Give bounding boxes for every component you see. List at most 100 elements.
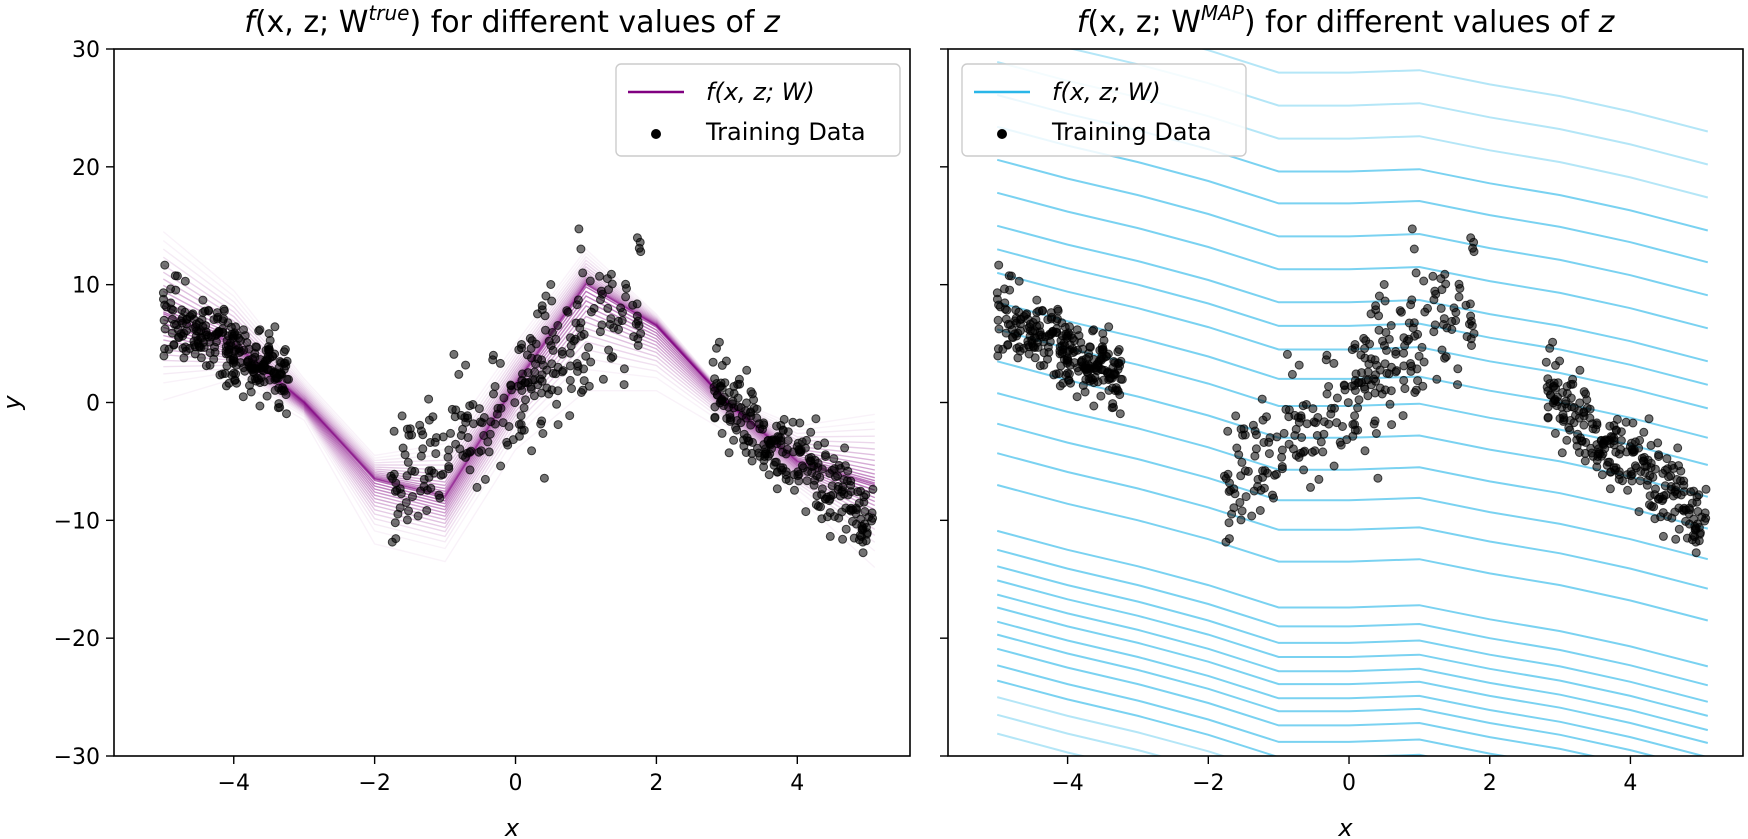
training-point (619, 380, 629, 390)
training-point (1555, 414, 1565, 423)
training-point (1057, 341, 1067, 351)
function-curve (996, 647, 1598, 756)
training-point (1439, 314, 1449, 324)
y-tick-label: −20 (54, 627, 100, 652)
training-point (282, 409, 291, 419)
training-point (1224, 518, 1234, 528)
training-point (806, 452, 816, 462)
training-point (1092, 360, 1102, 369)
training-point (573, 366, 582, 376)
training-point (1310, 446, 1320, 456)
training-point (519, 403, 529, 413)
training-point (1645, 491, 1655, 501)
training-point (270, 322, 280, 332)
training-point (1324, 382, 1334, 391)
training-point (223, 318, 233, 328)
training-point (255, 401, 265, 411)
y-tick-label: −30 (54, 745, 100, 770)
function-curve (996, 579, 1709, 717)
training-point (422, 506, 432, 515)
training-point (838, 534, 848, 544)
training-point (729, 435, 739, 445)
training-point (1236, 515, 1246, 525)
function-curve (996, 158, 1709, 297)
training-point (621, 292, 631, 302)
training-point (1612, 414, 1622, 424)
training-point (1220, 471, 1229, 481)
training-point (772, 421, 782, 431)
legend-box (615, 63, 901, 157)
training-point (475, 417, 485, 427)
training-point (1627, 469, 1637, 479)
training-point (619, 364, 629, 374)
training-point (1692, 492, 1702, 502)
x-tick-label: 0 (509, 771, 523, 796)
training-point (228, 355, 238, 365)
training-point (1350, 411, 1360, 421)
x-tick-label: 2 (649, 771, 663, 796)
training-point (798, 463, 808, 473)
training-point (402, 471, 412, 481)
training-point (424, 394, 434, 404)
training-point (1634, 507, 1644, 517)
training-point (1453, 380, 1462, 390)
training-point (1465, 299, 1475, 309)
training-point (830, 472, 840, 482)
training-point (1277, 464, 1287, 474)
training-point (438, 432, 448, 442)
training-point (1263, 468, 1272, 478)
training-point (222, 361, 232, 371)
training-point (1063, 346, 1073, 356)
function-curve (996, 548, 1709, 687)
chart-title: f(x, z; WMAP) for different values of z (1077, 1, 1616, 40)
training-point (553, 321, 563, 330)
training-point (485, 429, 495, 439)
training-point (714, 337, 724, 347)
training-point (1592, 440, 1602, 450)
training-point (572, 300, 582, 310)
training-point (622, 283, 631, 293)
training-point (518, 369, 527, 379)
training-point (1373, 473, 1383, 483)
training-point (463, 433, 473, 442)
training-point (484, 447, 494, 457)
training-point (1308, 404, 1318, 414)
training-point (634, 243, 644, 253)
training-point (1406, 300, 1416, 310)
training-point (240, 331, 250, 341)
x-axis-label: x (504, 814, 520, 839)
training-point (1651, 484, 1660, 494)
training-point (1432, 374, 1442, 384)
training-point (811, 500, 821, 510)
training-point (1024, 342, 1034, 352)
training-point (553, 420, 563, 430)
training-point (1093, 377, 1103, 387)
training-point (476, 446, 486, 456)
function-curve (996, 452, 1709, 590)
function-curve (996, 713, 1164, 756)
training-point (634, 321, 644, 331)
training-point (1436, 303, 1446, 313)
training-point (1406, 366, 1416, 376)
training-point (1657, 496, 1667, 506)
training-point (846, 476, 856, 486)
training-point (1074, 331, 1084, 341)
training-point (606, 269, 616, 279)
training-point (1045, 329, 1055, 339)
training-point (488, 350, 498, 360)
training-point (562, 306, 572, 316)
training-point (269, 368, 279, 378)
training-point (841, 503, 851, 513)
training-point (209, 354, 219, 364)
training-point (1654, 452, 1664, 461)
training-point (860, 507, 870, 516)
training-point (230, 328, 240, 338)
training-point (1319, 417, 1329, 427)
training-point (1420, 307, 1430, 317)
training-point (167, 314, 177, 324)
training-point (858, 537, 868, 547)
training-point (815, 472, 825, 482)
training-point (576, 244, 586, 254)
training-point (1440, 353, 1450, 363)
training-point (546, 341, 556, 351)
